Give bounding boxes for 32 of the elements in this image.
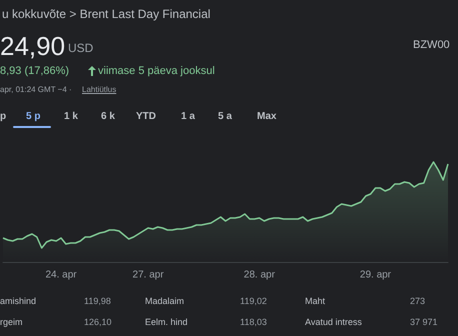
text: 273 — [410, 296, 426, 306]
text: Madalaim — [145, 296, 184, 306]
x-tick-label: 24. apr — [45, 270, 78, 280]
text: 37 971 — [410, 317, 438, 327]
text: 8,93 (17,86%) — [0, 65, 70, 77]
text: 5 p — [26, 111, 40, 122]
x-tick-label: 27. apr — [132, 270, 164, 280]
text: apr, 01:24 GMT −4 · — [0, 85, 72, 94]
text: Max — [257, 111, 276, 122]
x-tick-label: 28. apr — [244, 270, 276, 280]
text: 119,02 — [240, 296, 267, 306]
text: rgeim — [0, 317, 23, 327]
text: USD — [68, 41, 94, 55]
text: 6 k — [101, 111, 115, 122]
text: YTD — [136, 111, 156, 122]
text: 119,98 — [84, 296, 111, 306]
text: 1 k — [64, 111, 78, 122]
text: Lahtiütlus — [82, 85, 116, 94]
text: 5 a — [218, 111, 232, 122]
x-tick-label: 29. apr — [360, 270, 392, 280]
text: viimase 5 päeva jooksul — [98, 65, 215, 77]
text: 1 a — [181, 111, 195, 122]
text: Eelm. hind — [145, 317, 188, 327]
text: 126,10 — [84, 317, 112, 327]
chart-title: u kokkuvõte > Brent Last Day Financial — [2, 7, 210, 21]
text: BZW00 — [413, 39, 450, 51]
text: 118,03 — [240, 317, 267, 327]
text: Avatud intress — [305, 317, 362, 327]
text: amishind — [0, 296, 36, 306]
text: p — [0, 111, 6, 122]
text: 24,90 — [0, 31, 66, 61]
text: Maht — [305, 296, 326, 306]
